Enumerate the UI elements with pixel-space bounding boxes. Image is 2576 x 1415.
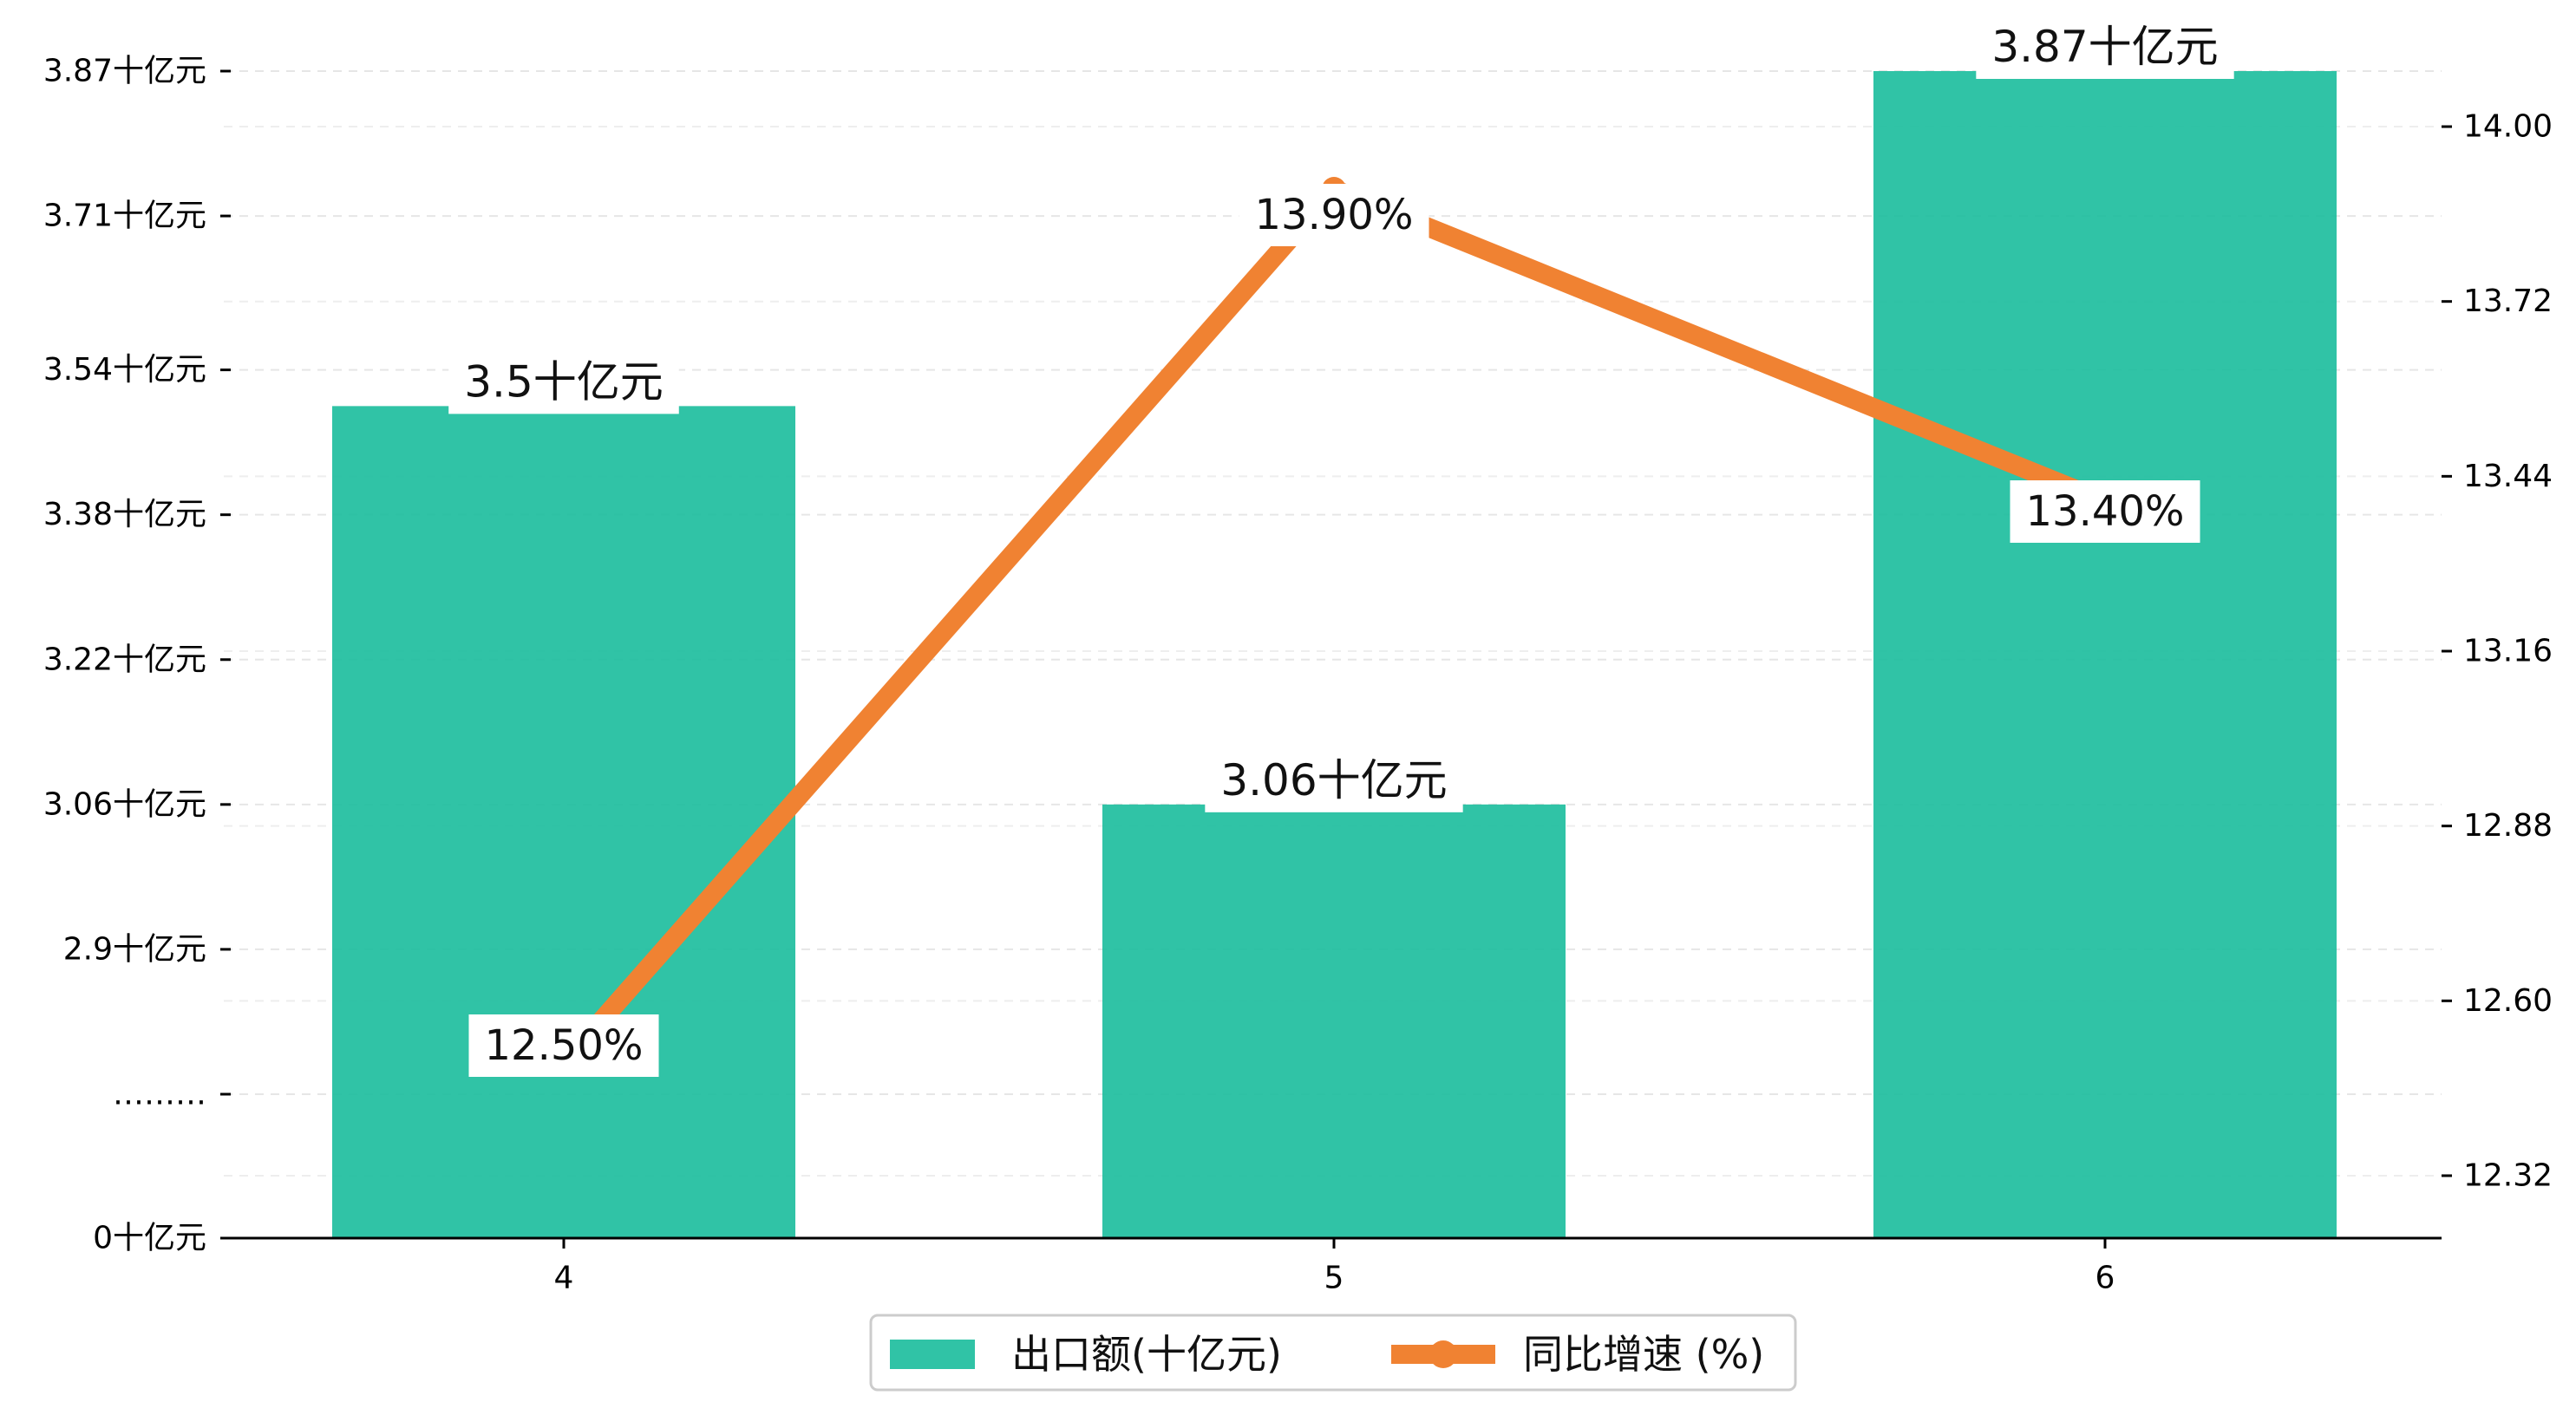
- line-value-label-box: [468, 1014, 659, 1077]
- bar-value-label-box: [448, 349, 679, 414]
- line-value-label-box: [1239, 184, 1429, 246]
- y-right-tick-label: 13.72: [2463, 284, 2553, 319]
- y-right-tick-label: 12.32: [2463, 1157, 2553, 1193]
- y-right-tick-label: 12.88: [2463, 808, 2553, 844]
- legend-label-growth: 同比增速 (%): [1523, 1331, 1764, 1378]
- bar: [1873, 71, 2337, 1238]
- bars: [332, 71, 2337, 1238]
- x-tick-label: 6: [2095, 1261, 2115, 1296]
- y-left-tick-label: 3.71十亿元: [43, 199, 206, 234]
- line-value-label-box: [2010, 480, 2200, 543]
- legend[interactable]: 出口额(十亿元) 同比增速 (%): [869, 1314, 1797, 1392]
- y-right-tick-label: 13.16: [2463, 634, 2553, 669]
- legend-label-exports: 出口额(十亿元): [1011, 1331, 1282, 1378]
- bar-value-label: 3.87十亿元: [1991, 22, 2218, 72]
- x-tick-label: 5: [1324, 1261, 1344, 1296]
- line-value-label: 12.50%: [484, 1021, 643, 1070]
- y-left-tick-label: 2.9十亿元: [63, 931, 206, 967]
- y-right-tick-label: 14.00: [2463, 109, 2553, 145]
- y-left-tick-label: 3.87十亿元: [43, 54, 206, 89]
- y-left-tick-label: 3.06十亿元: [43, 786, 206, 822]
- y-left-tick-label: 3.22十亿元: [43, 642, 206, 677]
- legend-swatch-exports: [890, 1340, 975, 1369]
- y-left-tick-label: 3.54十亿元: [43, 352, 206, 388]
- legend-box: [869, 1314, 1797, 1392]
- x-tick-label: 4: [554, 1261, 574, 1296]
- bar: [1102, 804, 1566, 1238]
- bar-value-label: 3.5十亿元: [464, 356, 664, 407]
- line-value-label: 13.40%: [2025, 487, 2184, 536]
- bar-value-label-group: 3.06十亿元: [1205, 747, 1463, 812]
- line-value-label: 13.90%: [1254, 191, 1413, 239]
- y-right-tick-label: 13.44: [2463, 459, 2553, 494]
- legend-marker-growth: [1429, 1340, 1457, 1368]
- line-value-label-group: 13.40%: [2010, 480, 2200, 543]
- y-left-tick-label: ………: [113, 1077, 206, 1112]
- line-value-label-group: 12.50%: [468, 1014, 659, 1077]
- line-value-label-group: 13.90%: [1239, 184, 1429, 246]
- y-left-tick-label: 3.38十亿元: [43, 497, 206, 532]
- bar-value-label-group: 3.5十亿元: [448, 349, 679, 414]
- y-right-tick-label: 12.60: [2463, 983, 2553, 1019]
- y-left-tick-label: 0十亿元: [93, 1221, 206, 1256]
- data-labels: 3.5十亿元 3.06十亿元 3.87十亿元 12.50% 13.90% 13.40%: [448, 15, 2234, 1077]
- axes: 0十亿元 ……… 2.9十亿元 3.06十亿元 3.22十亿元 3.38十亿元 3.54十亿…: [43, 54, 2553, 1296]
- bar: [332, 406, 795, 1238]
- bar-value-label-group: 3.87十亿元: [1976, 15, 2234, 79]
- bar-value-label-box: [1205, 747, 1463, 812]
- bar-value-label-box: [1976, 15, 2234, 79]
- bar-value-label: 3.06十亿元: [1220, 755, 1447, 805]
